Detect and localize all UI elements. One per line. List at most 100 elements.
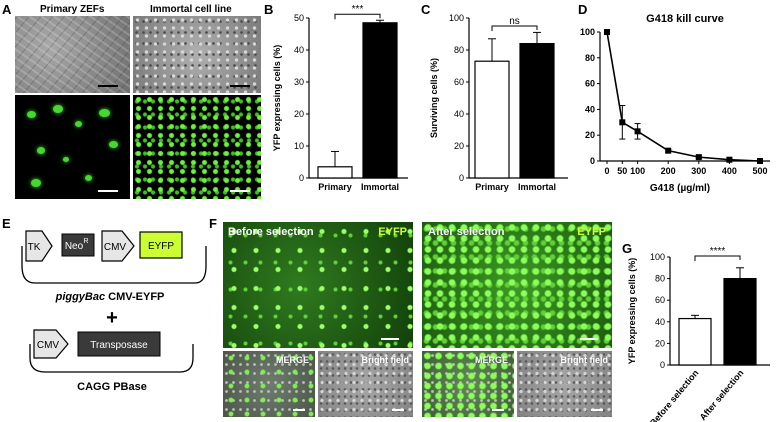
plasmid-construct-diagram: TK Neo R CMV EYFP piggyBac CMV-EYFP + CM…: [21, 230, 207, 393]
eyfp-gene-label: EYFP: [148, 241, 174, 252]
after-selection-label: After selection: [428, 226, 505, 238]
data-point: [695, 154, 702, 161]
y-tick-label: 80: [655, 274, 665, 284]
y-tick-label: 0: [299, 173, 304, 183]
x-tick-label: 0: [604, 166, 609, 176]
data-point: [619, 119, 626, 126]
y-tick-label: 60: [655, 295, 665, 305]
y-tick-label: 0: [660, 360, 665, 370]
before-selection-merge-image: MERGE: [223, 351, 315, 417]
significance-bracket: [334, 13, 381, 20]
y-tick-label: 40: [585, 104, 595, 114]
chart-title: G418 kill curve: [646, 13, 724, 25]
cmv-label-2: CMV: [37, 340, 60, 351]
selection-yfp-bar-chart: 0 20 40 60 80 100 YFP expressing cells (%) Befo…: [627, 246, 770, 422]
immortal-phase-contrast-image: [133, 16, 261, 93]
significance-bracket: [491, 25, 538, 31]
scale-bar: [591, 409, 603, 411]
scale-bar: [492, 409, 504, 411]
y-tick-label: 20: [655, 338, 665, 348]
primary-phase-contrast-image: [15, 16, 130, 93]
scale-bar: [230, 85, 250, 87]
scale-bar: [392, 409, 404, 411]
x-tick-label: 100: [630, 166, 645, 176]
tk-promoter-arrow: [25, 230, 53, 262]
data-point: [604, 29, 610, 35]
y-tick-label: 80: [454, 45, 464, 55]
data-point: [757, 158, 763, 164]
before-selection-bright-field-image: Bright field: [318, 351, 413, 417]
plus-sign: +: [106, 307, 118, 329]
immortal-fluorescence-image: [133, 95, 261, 199]
y-tick-label: 50: [294, 13, 304, 23]
before-selection-label: Before selection: [228, 226, 314, 238]
y-tick-label: 0: [459, 173, 464, 183]
kill-curve-line: [606, 31, 761, 162]
piggybac-cmv-eyfp-construct: TK Neo R CMV EYFP piggyBac CMV-EYFP: [21, 230, 207, 303]
significance-bracket: [694, 255, 741, 261]
after-selection-fluorescence-image: After selection EYFP: [422, 222, 612, 348]
primary-fluorescence-image: [15, 95, 130, 199]
scale-bar: [98, 190, 118, 192]
y-tick-label: 40: [454, 109, 464, 119]
y-tick-label: 100: [650, 252, 665, 262]
bar: [317, 166, 353, 179]
significance-label: ns: [509, 16, 520, 27]
immortal-cell-line-label: Immortal cell line: [150, 4, 232, 15]
cagg-pbase-title: CAGG PBase: [77, 381, 147, 393]
primary-zefs-label: Primary ZEFs: [40, 4, 105, 15]
y-axis-label: Surviving cells (%): [429, 58, 439, 138]
data-point: [634, 128, 641, 135]
scale-bar: [293, 409, 305, 411]
data-point: [726, 156, 733, 163]
y-tick-label: 40: [294, 45, 304, 55]
x-tick-label: Immortal: [518, 182, 556, 192]
x-tick-label: 200: [661, 166, 676, 176]
plasmid-backbone-2: [29, 344, 194, 373]
piggybac-construct-title: piggyBac CMV-EYFP: [55, 291, 165, 303]
cmv-label: CMV: [104, 242, 127, 253]
y-tick-label: 60: [585, 79, 595, 89]
y-tick-label: 20: [585, 130, 595, 140]
data-point: [665, 147, 672, 154]
scale-bar: [580, 338, 598, 340]
y-tick-label: 100: [580, 27, 595, 37]
x-tick-label: Before selection: [648, 368, 701, 422]
panel-label-f: F: [209, 216, 217, 231]
y-tick-label: 20: [454, 141, 464, 151]
x-tick-label: 400: [722, 166, 737, 176]
cmv-promoter-arrow: [101, 230, 135, 262]
eyfp-gene: [139, 231, 183, 259]
panel-label-c: C: [421, 2, 431, 17]
before-selection-fluorescence-image: Before selection EYFP: [223, 222, 413, 348]
panel-label-d: D: [578, 2, 588, 17]
neo-resistance-gene: [61, 233, 95, 257]
x-axis-label: G418 (µg/ml): [650, 183, 710, 194]
neo-superscript: R: [83, 238, 88, 245]
bar: [519, 42, 555, 179]
eyfp-channel-label: EYFP: [378, 226, 407, 238]
significance-label: ****: [710, 246, 726, 257]
transposase-gene: [77, 331, 161, 357]
neo-label: Neo: [65, 241, 84, 252]
y-tick-label: 10: [294, 141, 304, 151]
panel-label-g: G: [622, 241, 633, 256]
surviving-cells-bar-chart: 0 20 40 60 80 100 Surviving cells (%) Primary Im…: [429, 13, 568, 192]
eyfp-channel-label-2: EYFP: [577, 226, 606, 238]
x-tick-label: Immortal: [361, 182, 399, 192]
y-axis-label: YFP expressing cells (%): [627, 258, 637, 364]
transposase-label: Transposase: [90, 340, 148, 351]
after-selection-bright-field-image: Bright field: [517, 351, 612, 417]
plasmid-backbone-1: [21, 246, 207, 284]
yfp-expression-bar-chart: 0 10 20 30 40 50 YFP expressing cells (%) Prima…: [272, 4, 408, 192]
y-tick-label: 100: [449, 13, 464, 23]
scale-bar: [98, 85, 118, 87]
y-axis-label: YFP expressing cells (%): [272, 45, 282, 151]
panel-label-e: E: [2, 216, 11, 231]
after-selection-merge-image: MERGE: [422, 351, 514, 417]
x-tick-label: After selection: [698, 368, 746, 422]
bar: [678, 317, 712, 366]
cmv-promoter-arrow-2: [33, 329, 69, 359]
merge-label: MERGE: [275, 355, 309, 365]
